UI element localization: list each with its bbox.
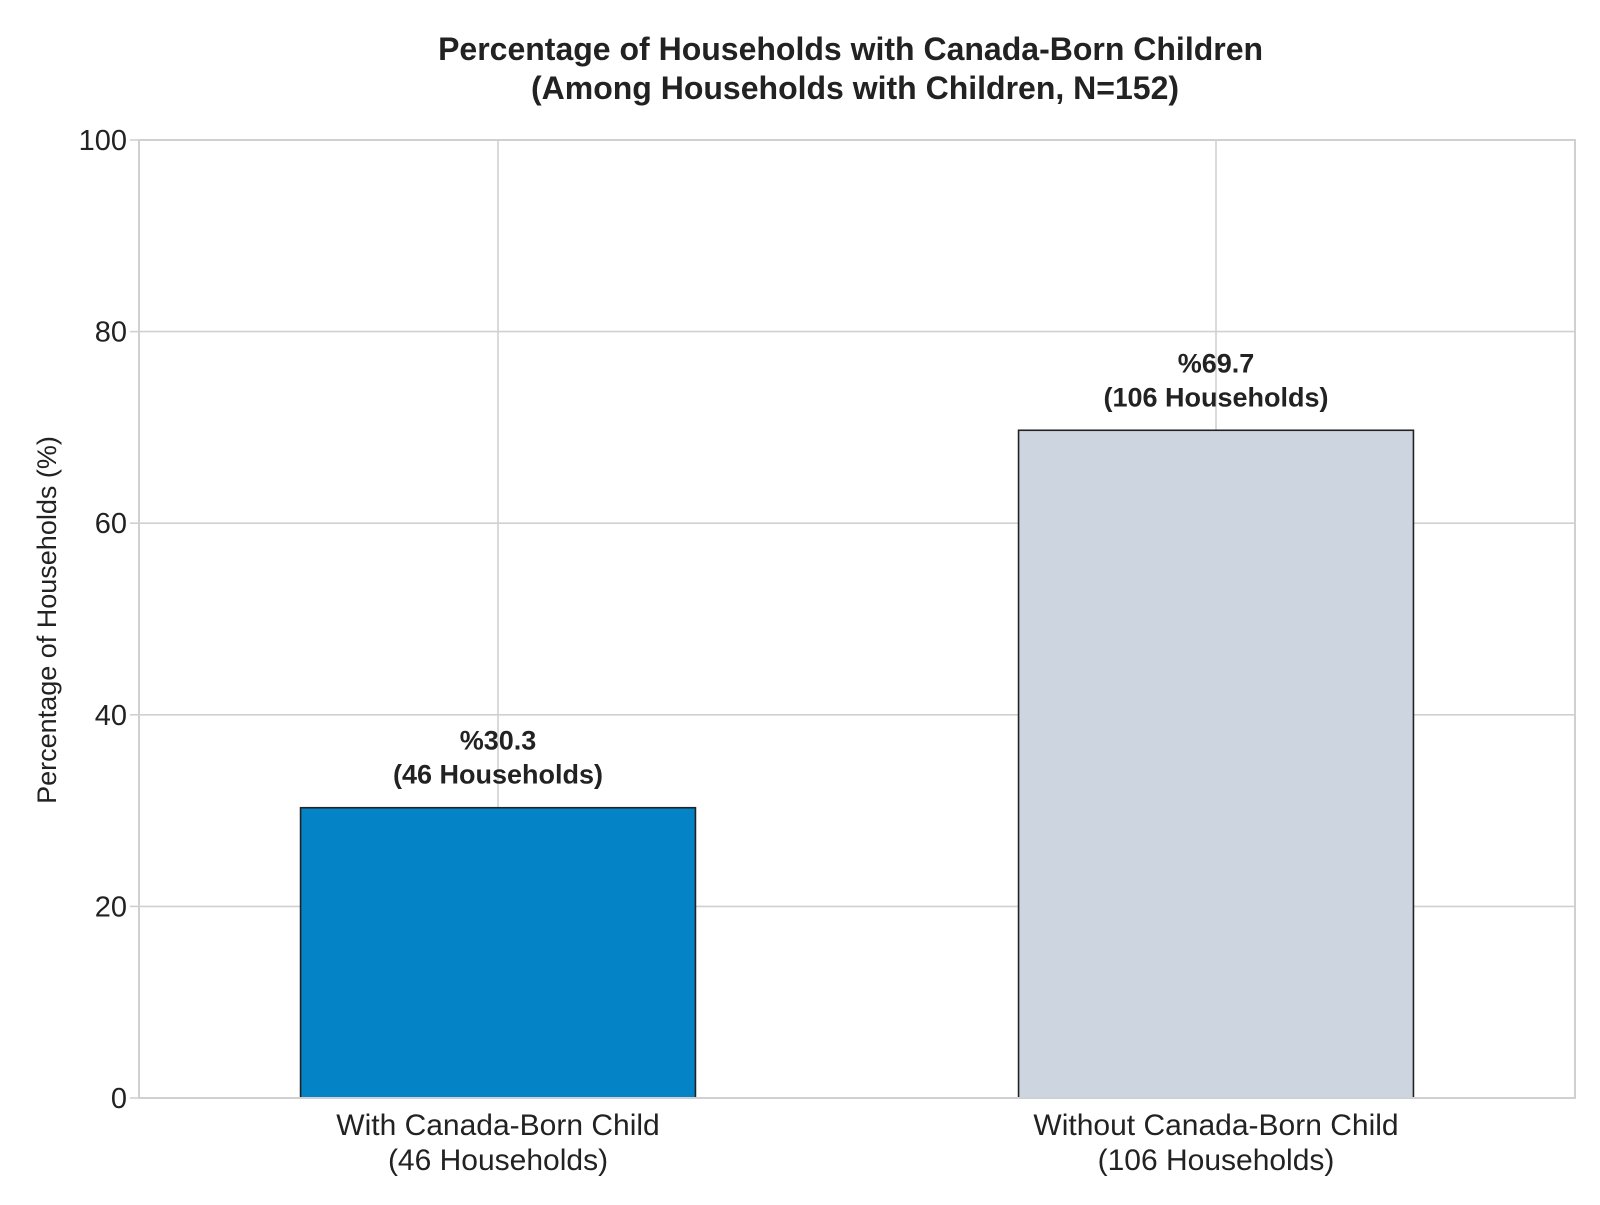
y-tick-label: 60	[95, 508, 127, 540]
x-category-label-line: With Canada-Born Child	[336, 1109, 659, 1142]
y-tick-label: 20	[95, 891, 127, 923]
bar-1	[1017, 429, 1415, 1099]
x-category-label-line: (46 Households)	[388, 1144, 608, 1177]
plot-border	[138, 139, 1576, 1099]
chart-title-line-2: (Among Households with Children, N=152)	[531, 70, 1179, 106]
bar-layer	[299, 429, 1415, 1099]
bar-value-labels: %30.3 (46 Households) %69.7 (106 Households…	[393, 348, 1329, 789]
y-tick-label: 40	[95, 700, 127, 732]
y-tick-label: 80	[95, 317, 127, 349]
bar-value-label-line: (106 Households)	[1103, 382, 1328, 412]
x-category-labels: With Canada-Born Child (46 Households)Wit…	[336, 1109, 1398, 1177]
plot-frame	[138, 139, 1576, 1099]
chart-title: Percentage of Households with Canada-Bor…	[438, 31, 1272, 106]
bar-value-label-line: (46 Households)	[393, 760, 603, 790]
bar-0	[299, 806, 697, 1099]
bar-value-label-0: %30.3 (46 Households)	[393, 726, 603, 790]
bar-value-label-1: %69.7 (106 Households)	[1103, 348, 1328, 412]
x-category-label-line: Without Canada-Born Child	[1033, 1109, 1398, 1142]
x-category-label-0: With Canada-Born Child (46 Households)	[336, 1109, 659, 1177]
bar-value-label-line: %30.3	[460, 726, 537, 756]
y-tick-label: 100	[79, 125, 127, 157]
chart-title-line-1: Percentage of Households with Canada-Bor…	[438, 31, 1263, 67]
bar-value-label-line: %69.7	[1178, 348, 1255, 378]
y-axis-label: Percentage of Households (%)	[32, 436, 62, 804]
y-tick-label: 0	[111, 1083, 127, 1115]
x-category-label-1: Without Canada-Born Child (106 Households…	[1033, 1109, 1398, 1177]
y-tick-labels: 0 20 40 60 80 100	[79, 125, 127, 1115]
x-category-label-line: (106 Households)	[1098, 1144, 1335, 1177]
